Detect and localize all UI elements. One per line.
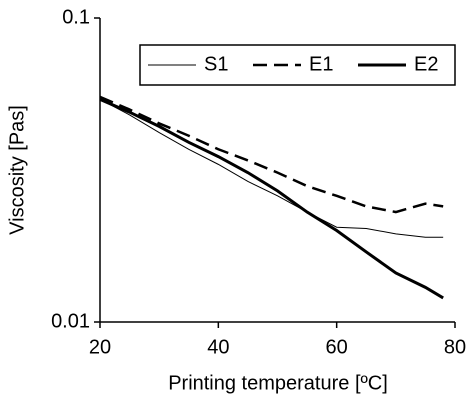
series-line (99, 98, 444, 238)
y-tick-label: 0.01 (51, 310, 90, 332)
y-tick-label: 0.1 (62, 6, 90, 28)
legend-label: E1 (309, 53, 333, 75)
series-line (99, 95, 444, 214)
legend-label: E2 (414, 53, 438, 75)
x-tick-label: 40 (207, 336, 229, 358)
legend-label: S1 (204, 53, 228, 75)
x-axis-label: Printing temperature [ºC] (168, 372, 388, 394)
x-tick-label: 60 (326, 336, 348, 358)
x-tick-label: 80 (444, 336, 466, 358)
series-line (99, 97, 444, 300)
y-axis-label: Viscosity [Pas] (6, 105, 28, 235)
x-tick-label: 20 (89, 336, 111, 358)
